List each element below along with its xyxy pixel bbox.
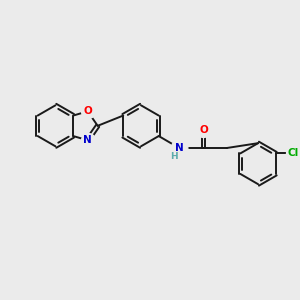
Text: O: O: [199, 125, 208, 135]
Text: N: N: [175, 143, 184, 153]
Text: N: N: [83, 135, 92, 145]
Text: Cl: Cl: [288, 148, 299, 158]
Text: H: H: [170, 152, 178, 161]
Text: O: O: [83, 106, 92, 116]
